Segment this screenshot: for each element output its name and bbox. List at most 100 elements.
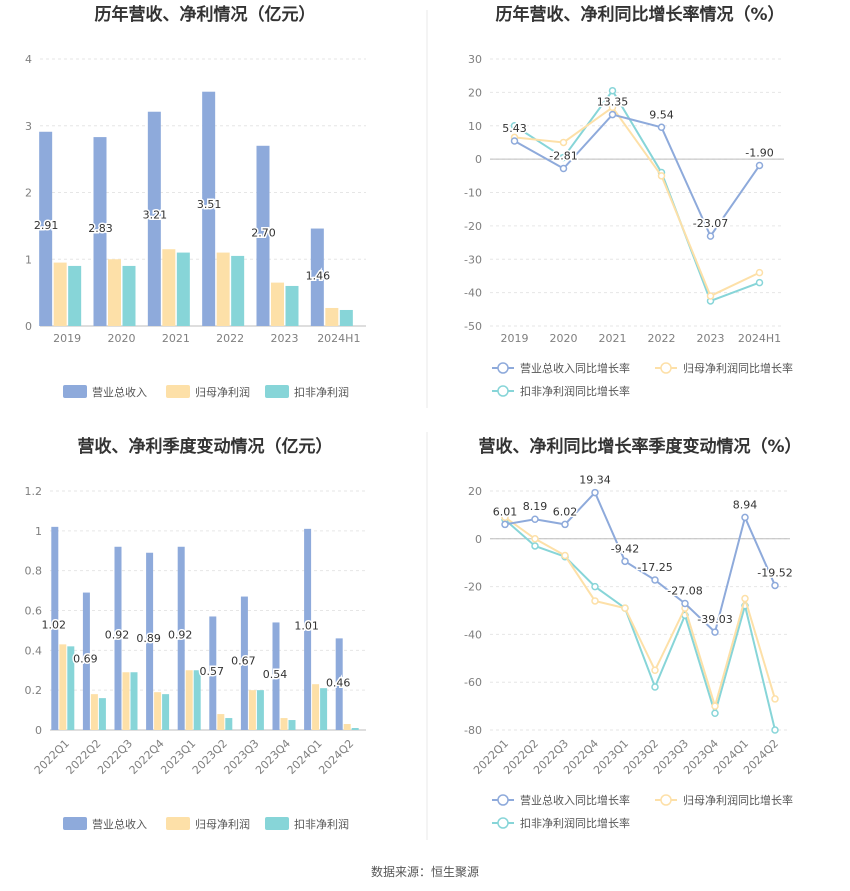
legend-swatch xyxy=(265,817,289,830)
y-tick-label: 30 xyxy=(468,53,482,66)
series-point xyxy=(711,702,719,710)
legend-label: 归母净利润 xyxy=(195,385,250,399)
bar-data-label: 0.46 xyxy=(326,676,351,689)
bar-deducted-profit xyxy=(225,718,233,730)
x-tick-label: 2023 xyxy=(697,332,725,345)
series-point xyxy=(608,103,617,112)
bar-revenue xyxy=(202,91,216,327)
series-line xyxy=(504,516,776,710)
y-tick-label: 0 xyxy=(25,320,32,333)
bar-net-profit xyxy=(108,259,121,326)
legend-marker xyxy=(497,362,509,374)
line-data-label: 6.01 xyxy=(493,505,518,518)
legend-swatch xyxy=(166,817,190,830)
y-tick-label: -80 xyxy=(464,724,482,737)
bar-deducted-profit xyxy=(68,265,82,326)
bar-revenue xyxy=(335,638,343,730)
bar-revenue xyxy=(209,616,217,730)
bar-net-profit xyxy=(343,724,351,730)
bar-net-profit xyxy=(248,690,256,730)
legend-label: 营业总收入 xyxy=(92,817,147,831)
legend-label: 扣非净利润同比增长率 xyxy=(520,384,630,398)
series-point xyxy=(771,695,779,703)
bar-data-label: 0.69 xyxy=(73,653,98,666)
bar-revenue xyxy=(272,622,280,730)
x-tick-label: 2021 xyxy=(162,332,190,345)
bar-net-profit xyxy=(90,694,98,730)
bar-deducted-profit xyxy=(285,285,299,326)
x-tick-label: 2022 xyxy=(648,332,676,345)
y-tick-label: -40 xyxy=(464,287,482,300)
bar-data-label: 3.21 xyxy=(143,209,168,222)
bar-data-label: 1.01 xyxy=(294,619,319,632)
bar-net-profit xyxy=(325,307,339,326)
series-point xyxy=(755,268,764,277)
bar-net-profit xyxy=(154,692,162,730)
y-tick-label: 3 xyxy=(25,120,32,133)
legend-label: 营业总收入 xyxy=(92,385,147,399)
y-tick-label: -10 xyxy=(464,187,482,200)
legend-label: 扣非净利润同比增长率 xyxy=(520,816,630,830)
series-point xyxy=(651,683,659,691)
series-point xyxy=(755,161,764,170)
bar-data-label: 0.57 xyxy=(200,665,225,678)
line-data-label: -1.90 xyxy=(745,146,773,159)
series-point xyxy=(657,172,666,180)
bar-net-profit xyxy=(53,262,67,326)
chart-title: 营收、净利同比增长率季度变动情况（%） xyxy=(478,436,801,457)
x-tick-label: 2020 xyxy=(108,332,136,345)
bar-deducted-profit xyxy=(320,688,328,730)
bar-data-label: 0.67 xyxy=(231,655,256,668)
bar-revenue xyxy=(177,546,185,730)
bar-deducted-profit xyxy=(339,309,353,326)
bar-data-label: 1.02 xyxy=(42,618,67,631)
series-point xyxy=(591,582,599,591)
bar-revenue xyxy=(51,526,59,730)
bar-data-label: 0.54 xyxy=(263,668,288,681)
bar-data-label: 3.51 xyxy=(197,198,222,211)
bar-net-profit xyxy=(185,670,193,730)
y-tick-label: 20 xyxy=(468,86,482,99)
line-data-label: -23.07 xyxy=(693,217,728,230)
bar-net-profit xyxy=(312,684,320,730)
y-tick-label: 0.2 xyxy=(25,684,43,697)
series-point xyxy=(531,535,539,543)
y-tick-label: 20 xyxy=(468,485,482,498)
legend-label: 归母净利润同比增长率 xyxy=(683,361,793,375)
x-tick-label: 2022 xyxy=(216,332,244,345)
y-tick-label: 0 xyxy=(475,533,482,546)
series-point xyxy=(608,110,617,119)
bar-revenue xyxy=(146,552,154,730)
bar-revenue xyxy=(93,137,107,326)
series-point xyxy=(741,513,749,522)
bar-net-profit xyxy=(122,672,130,730)
legend-marker xyxy=(660,362,672,374)
chart-title: 营收、净利季度变动情况（亿元） xyxy=(78,436,333,457)
y-tick-label: 0.8 xyxy=(25,565,43,578)
legend-label: 营业总收入同比增长率 xyxy=(520,361,630,375)
bar-data-label: 0.89 xyxy=(136,632,161,645)
bar-data-label: 2.91 xyxy=(34,219,59,232)
bar-data-label: 0.92 xyxy=(168,629,193,642)
y-tick-label: -20 xyxy=(464,581,482,594)
series-point xyxy=(651,666,659,674)
bar-deducted-profit xyxy=(162,694,170,730)
line-data-label: -17.25 xyxy=(637,561,672,574)
line-data-label: 5.43 xyxy=(502,122,527,135)
series-point xyxy=(559,138,568,147)
y-tick-label: 1.2 xyxy=(25,485,43,498)
y-tick-label: -30 xyxy=(464,253,482,266)
bar-deducted-profit xyxy=(67,646,75,730)
legend-swatch xyxy=(63,385,87,398)
x-tick-label: 2024H1 xyxy=(738,332,781,345)
bar-revenue xyxy=(39,131,53,326)
bar-revenue xyxy=(147,111,161,326)
series-line xyxy=(504,518,776,731)
series-point xyxy=(681,599,689,608)
series-point xyxy=(510,122,519,130)
legend-marker xyxy=(497,385,509,397)
series-point xyxy=(771,581,779,590)
legend-label: 归母净利润同比增长率 xyxy=(683,793,793,807)
x-tick-label: 2019 xyxy=(53,332,81,345)
bar-revenue xyxy=(310,228,324,326)
